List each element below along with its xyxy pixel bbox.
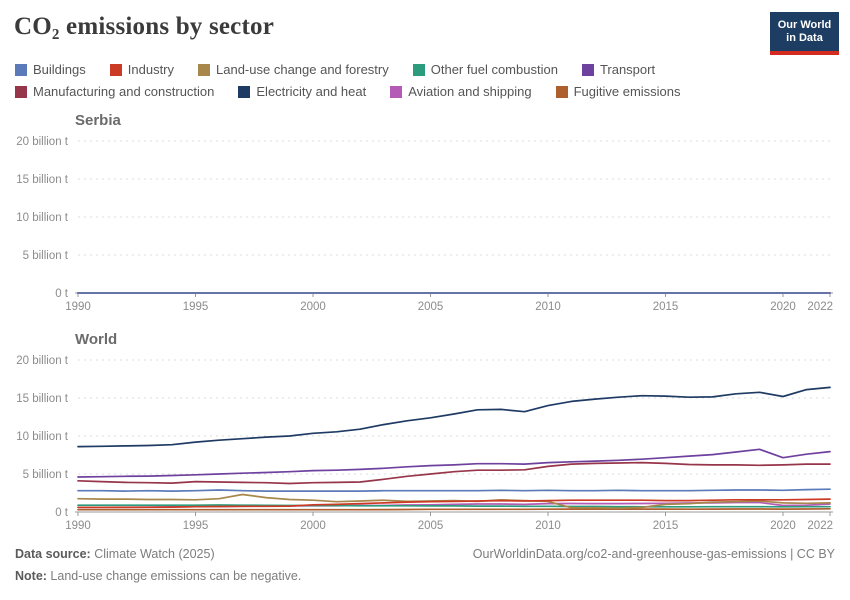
series-line-transport[interactable]	[77, 448, 831, 478]
y-tick-label: 0 t	[55, 288, 69, 300]
serbia-chart[interactable]: 0 t 5 billion t 10 billion t 15 billion t 20…	[0, 133, 850, 323]
buildings-swatch-icon	[15, 63, 27, 76]
other-fuel-combustion-swatch-icon	[412, 63, 425, 76]
y-tick-label: 10 billion t	[16, 431, 69, 443]
legend-item-industry[interactable]: Industry	[109, 62, 175, 77]
y-tick-label: 5 billion t	[23, 469, 69, 481]
transport-swatch-icon	[581, 63, 594, 76]
aviation-and-shipping-swatch-icon	[390, 85, 403, 98]
x-tick-label: 1990	[65, 301, 91, 313]
owid-logo-line1: Our World	[777, 19, 832, 31]
legend-item-label: Industry	[127, 62, 175, 77]
x-tick-label: 2022	[807, 520, 833, 532]
note-label: Note:	[15, 569, 47, 583]
series-line-electricity-and-heat[interactable]	[77, 386, 831, 448]
y-tick-label: 0 t	[55, 507, 69, 519]
world-chart-title: World	[75, 331, 118, 348]
y-tick-label: 10 billion t	[16, 212, 69, 224]
x-tick-label: 1995	[183, 301, 209, 313]
x-tick-label: 2020	[770, 520, 796, 532]
legend-item-buildings[interactable]: Buildings	[15, 62, 86, 77]
owid-logo-line2: in Data	[786, 32, 823, 44]
land-use-change-and-forestry-swatch-icon	[198, 63, 211, 76]
legend-item-label: Transport	[599, 62, 656, 77]
fugitive-emissions-swatch-icon	[555, 85, 568, 98]
legend-item-other-fuel-combustion[interactable]: Other fuel combustion	[412, 62, 558, 77]
y-tick-label: 15 billion t	[16, 174, 69, 186]
y-tick-label: 20 billion t	[16, 355, 69, 367]
x-tick-label: 2005	[418, 520, 444, 532]
y-tick-label: 15 billion t	[16, 393, 69, 405]
data-source-label: Data source:	[15, 547, 91, 561]
series-line-industry[interactable]	[77, 498, 831, 509]
serbia-chart-title: Serbia	[75, 112, 121, 129]
legend-item-label: Aviation and shipping	[408, 84, 532, 99]
legend-item-label: Land-use change and forestry	[216, 62, 389, 77]
x-tick-label: 2010	[535, 301, 561, 313]
y-tick-label: 20 billion t	[16, 136, 69, 148]
y-tick-label: 5 billion t	[23, 250, 69, 262]
legend-item-fugitive-emissions[interactable]: Fugitive emissions	[555, 84, 681, 99]
industry-swatch-icon	[109, 63, 122, 76]
x-tick-label: 2015	[653, 301, 679, 313]
legend-row: Buildings Industry Land-use change and for…	[15, 62, 681, 77]
note-value: Land-use change emissions can be negativ…	[46, 569, 302, 583]
footer-note: Note: Land-use change emissions can be n…	[15, 569, 301, 583]
x-tick-label: 2020	[770, 301, 796, 313]
x-tick-label: 2022	[807, 301, 833, 313]
data-source-value: Climate Watch (2025)	[90, 547, 215, 561]
legend-item-transport[interactable]: Transport	[581, 62, 656, 77]
owid-logo[interactable]: Our World in Data	[770, 12, 839, 55]
legend-row: Manufacturing and construction Electricit…	[15, 84, 681, 99]
electricity-and-heat-swatch-icon	[238, 85, 251, 98]
serbia-chart-canvas[interactable]: 0 t 5 billion t 10 billion t 15 billion t 20…	[0, 133, 850, 323]
legend-item-aviation-and-shipping[interactable]: Aviation and shipping	[390, 84, 532, 99]
x-tick-label: 2015	[653, 520, 679, 532]
legend-item-label: Other fuel combustion	[430, 62, 558, 77]
series-line-manufacturing-and-construction[interactable]	[77, 461, 831, 485]
series-line-buildings[interactable]	[77, 488, 831, 492]
legend-item-label: Fugitive emissions	[573, 84, 681, 99]
world-chart-canvas[interactable]: 0 t 5 billion t 10 billion t 15 billion t 20…	[0, 352, 850, 542]
x-tick-label: 2000	[300, 301, 326, 313]
series-line-fugitive-emissions[interactable]	[77, 507, 831, 511]
legend: Buildings Industry Land-use change and for…	[15, 62, 681, 106]
legend-item-label: Manufacturing and construction	[33, 84, 215, 99]
footer-link[interactable]: OurWorldinData.org/co2-and-greenhouse-ga…	[472, 547, 835, 561]
footer: Data source: Climate Watch (2025) OurWor…	[15, 547, 835, 561]
world-chart[interactable]: 0 t 5 billion t 10 billion t 15 billion t 20…	[0, 352, 850, 542]
data-source: Data source: Climate Watch (2025)	[15, 547, 215, 561]
page-title: CO₂ emissions by sector	[14, 13, 274, 40]
x-tick-label: 1990	[65, 520, 91, 532]
legend-item-manufacturing-and-construction[interactable]: Manufacturing and construction	[15, 84, 214, 99]
legend-item-land-use-change-and-forestry[interactable]: Land-use change and forestry	[198, 62, 389, 77]
series-line-other-fuel-combustion[interactable]	[77, 504, 831, 508]
x-tick-label: 2000	[300, 520, 326, 532]
x-tick-label: 2005	[418, 301, 444, 313]
manufacturing-and-construction-swatch-icon	[15, 85, 27, 98]
legend-item-electricity-and-heat[interactable]: Electricity and heat	[238, 84, 366, 99]
legend-item-label: Buildings	[33, 62, 86, 77]
legend-item-label: Electricity and heat	[256, 84, 367, 99]
x-tick-label: 1995	[183, 520, 209, 532]
x-tick-label: 2010	[535, 520, 561, 532]
